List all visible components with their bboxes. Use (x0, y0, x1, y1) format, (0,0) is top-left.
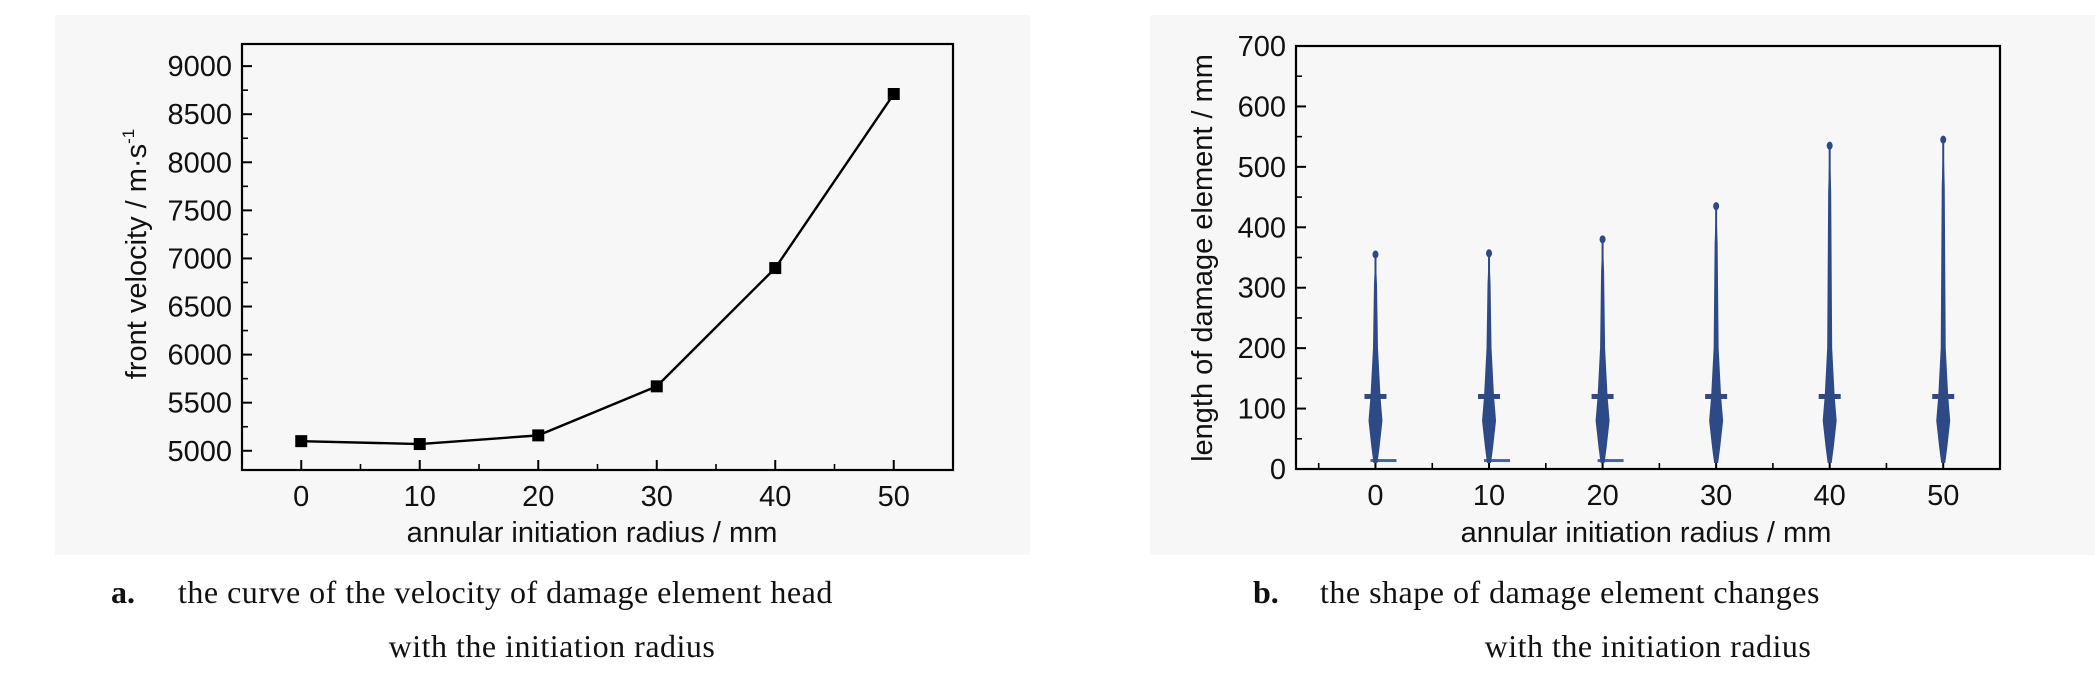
chart-a-data-point (887, 88, 900, 101)
chart-a-y-tick-label: 7000 (167, 243, 232, 275)
chart-a-data-point (413, 438, 426, 451)
caption-a-letter: a. (111, 574, 135, 610)
chart-b-element-fragment (1597, 459, 1624, 463)
chart-a-x-tick-label: 50 (878, 481, 910, 513)
chart-a-y-axis-title: front velocity / m·s-1 (119, 129, 153, 379)
chart-b-element-flange (1591, 393, 1614, 399)
chart-b-damage-element (1932, 135, 1955, 463)
chart-b-y-tick-label: 100 (1238, 394, 1286, 426)
chart-a-x-tick-label: 30 (641, 481, 673, 513)
chart-a-data-point (295, 435, 308, 448)
chart-a-y-tick-label: 5000 (167, 436, 232, 468)
chart-b-element-flange (1364, 393, 1387, 399)
chart-a-y-tick-label: 6000 (167, 340, 232, 372)
chart-b-y-tick-label: 200 (1238, 333, 1286, 365)
chart-b-x-tick-label: 50 (1927, 480, 1959, 512)
chart-b-damage-element (1364, 250, 1397, 463)
chart-a-y-tick-label: 5500 (167, 388, 232, 420)
chart-b-element-flange (1478, 393, 1501, 399)
chart-a: 5000 5500 6000 6500 7000 7500 8000 8500 9000 0 10… (119, 42, 955, 549)
chart-b-element-fragment (1370, 459, 1397, 463)
chart-a-y-tick-label: 8000 (167, 147, 232, 179)
chart-a-markers (295, 88, 900, 451)
chart-a-y-axis-title-superscript: -1 (119, 129, 138, 144)
chart-b-element-tip (1826, 141, 1833, 150)
chart-b-element-tip (1372, 250, 1379, 259)
chart-a-x-tick-label: 40 (759, 481, 791, 513)
chart-b-y-tick-label: 400 (1238, 212, 1286, 244)
chart-b-element-flange (1932, 393, 1955, 399)
chart-a-y-axis-title-text: front velocity / m·s (121, 144, 153, 379)
chart-a-data-point (532, 429, 545, 442)
chart-a-x-tick-label: 20 (522, 481, 554, 513)
chart-b-element-tip (1940, 135, 1947, 144)
chart-b-x-tick-label: 30 (1700, 480, 1732, 512)
chart-b-x-tick-label: 40 (1814, 480, 1846, 512)
chart-b-background (1150, 15, 2095, 555)
chart-a-x-axis-title: annular initiation radius / mm (407, 517, 778, 549)
chart-a-data-point (769, 262, 782, 275)
chart-b-damage-element (1705, 202, 1728, 463)
caption-a-line1: the curve of the velocity of damage elem… (178, 574, 833, 610)
chart-b-y-tick-label: 0 (1270, 454, 1286, 486)
caption-b-line2: with the initiation radius (1485, 628, 1812, 664)
chart-b-x-axis-title: annular initiation radius / mm (1461, 517, 1832, 549)
chart-b-x-ticks: 0 10 20 30 40 50 (1317, 459, 2001, 512)
chart-b-y-ticks: 0 100 200 300 400 500 600 700 (1238, 31, 1306, 486)
chart-a-background (55, 15, 1030, 555)
chart-a-x-tick-label: 10 (404, 481, 436, 513)
chart-b-damage-element (1478, 249, 1511, 463)
chart-b-element-flange (1705, 393, 1728, 399)
caption-b-line1: the shape of damage element changes (1320, 574, 1820, 610)
caption-b-letter: b. (1253, 574, 1279, 610)
chart-b-element-fragment (1484, 459, 1511, 463)
chart-a-data-point (650, 380, 663, 393)
chart-b-x-tick-label: 0 (1367, 480, 1383, 512)
chart-a-y-ticks: 5000 5500 6000 6500 7000 7500 8000 8500 9000 (167, 51, 252, 468)
chart-a-y-tick-label: 6500 (167, 292, 232, 324)
chart-a-y-tick-label: 9000 (167, 51, 232, 83)
chart-b-element-tip (1599, 235, 1606, 244)
chart-b-y-axis-title: length of damage element / mm (1187, 54, 1219, 462)
chart-b-damage-elements (1364, 135, 1955, 463)
chart-b-y-tick-label: 500 (1238, 152, 1286, 184)
chart-a-x-ticks: 0 10 20 30 40 50 (241, 460, 954, 513)
chart-a-y-tick-label: 7500 (167, 195, 232, 227)
caption-a-line2: with the initiation radius (389, 628, 716, 664)
chart-b-element-tip (1486, 249, 1493, 258)
chart-b-damage-element (1818, 141, 1841, 463)
chart-b-y-tick-label: 600 (1238, 91, 1286, 123)
chart-a-x-tick-label: 0 (293, 481, 309, 513)
chart-b-element-flange (1818, 393, 1841, 399)
chart-b-element-tip (1713, 202, 1720, 211)
chart-b-y-tick-label: 700 (1238, 31, 1286, 63)
chart-b: 0 100 200 300 400 500 600 700 0 10 20 30 40 50 annul… (1187, 31, 2002, 549)
chart-b-x-tick-label: 20 (1586, 480, 1618, 512)
chart-b-y-tick-label: 300 (1238, 273, 1286, 305)
chart-b-damage-element (1591, 235, 1624, 463)
chart-a-y-tick-label: 8500 (167, 99, 232, 131)
chart-b-x-tick-label: 10 (1473, 480, 1505, 512)
chart-a-series-line (301, 93, 895, 446)
